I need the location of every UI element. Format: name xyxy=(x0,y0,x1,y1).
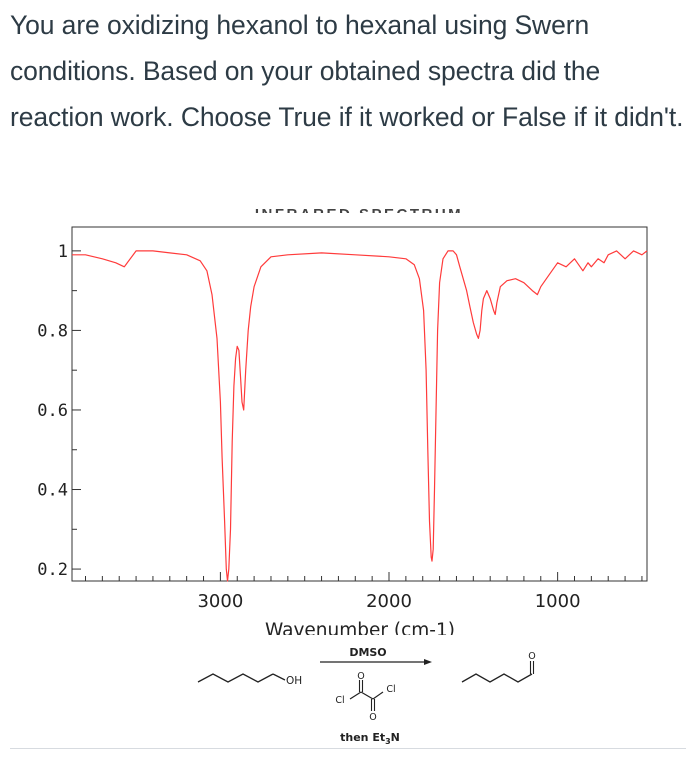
divider xyxy=(10,748,686,749)
x-tick-label: 2000 xyxy=(366,591,412,612)
oh-bond xyxy=(272,673,286,681)
y-tick-label: 0.6 xyxy=(37,401,68,421)
y-tick-label: 0.8 xyxy=(37,321,68,341)
hexanal-structure xyxy=(461,673,533,683)
reaction-scheme: OH DMSO O Cl Cl O then Et3N O xyxy=(197,646,536,746)
plot-frame xyxy=(71,226,648,582)
title-clip xyxy=(160,213,560,225)
o-top-label: O xyxy=(357,671,364,682)
y-axis: 0.2 0.4 0.6 0.8 1 xyxy=(37,242,81,580)
y-tick-label: 0.4 xyxy=(37,481,68,501)
hexanol-structure xyxy=(197,673,274,683)
oh-label: OH xyxy=(286,675,302,687)
o-bottom-label: O xyxy=(369,712,376,723)
cl-left-label: Cl xyxy=(335,695,344,706)
x-axis: 3000 2000 1000 xyxy=(84,572,643,612)
y-tick-label: 1 xyxy=(58,242,68,262)
x-tick-label: 3000 xyxy=(197,591,243,612)
x-tick-label: 1000 xyxy=(535,591,581,612)
reaction-arrow-head xyxy=(424,659,432,665)
ir-spectrum-chart: INFRARED SPECTRUM 3000 2000 1000 0.2 0.4 0.6… xyxy=(37,206,648,635)
question-text: You are oxidizing hexanol to hexanal usi… xyxy=(10,10,684,132)
cl-right-label: Cl xyxy=(386,684,395,695)
dmso-label: DMSO xyxy=(349,646,386,659)
y-tick-label: 0.2 xyxy=(37,560,68,580)
then-et3n-label: then Et3N xyxy=(340,731,400,746)
o-aldehyde-label: O xyxy=(528,651,535,662)
spectrum-line-series xyxy=(72,250,648,582)
chart-title-group: INFRARED SPECTRUM xyxy=(160,206,560,225)
x-axis-label: Wavenumber (cm-1) xyxy=(265,620,455,635)
oxalyl-chloride-structure xyxy=(349,680,384,711)
